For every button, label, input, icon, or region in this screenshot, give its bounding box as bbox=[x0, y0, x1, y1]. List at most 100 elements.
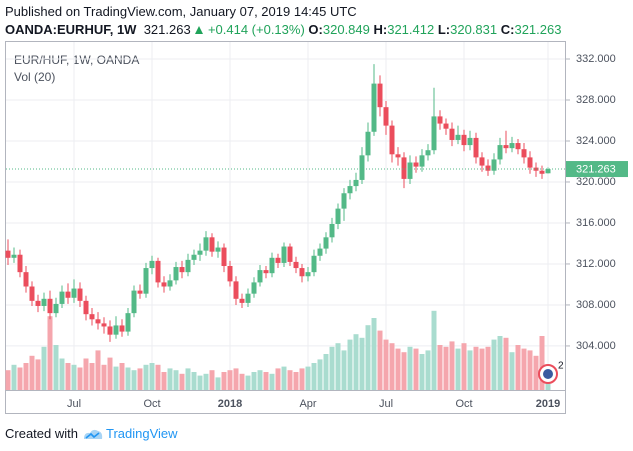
candle-body bbox=[89, 314, 95, 320]
volume-bar bbox=[29, 355, 35, 390]
volume-bar bbox=[485, 346, 491, 390]
candle-body bbox=[161, 282, 167, 287]
candle-body bbox=[77, 288, 83, 301]
ohlc-line: OANDA:EURHUF, 1W 321.263 +0.414 (+0.13%)… bbox=[5, 22, 561, 37]
x-tick-label: Apr bbox=[299, 398, 316, 410]
volume-bar bbox=[263, 372, 269, 390]
volume-bar bbox=[323, 354, 329, 390]
volume-bar bbox=[473, 346, 479, 390]
candle-body bbox=[323, 237, 329, 249]
candle-body bbox=[395, 154, 401, 158]
candle-body bbox=[209, 237, 215, 252]
volume-bar bbox=[41, 346, 47, 390]
candle-body bbox=[29, 286, 35, 301]
candle-body bbox=[107, 326, 113, 335]
candle-body bbox=[83, 300, 89, 315]
volume-bar bbox=[305, 366, 311, 390]
candle-body bbox=[95, 319, 101, 324]
volume-bar bbox=[173, 370, 179, 390]
candle-body bbox=[383, 107, 389, 126]
volume-bar bbox=[77, 367, 83, 390]
candle-body bbox=[251, 282, 257, 294]
volume-bar bbox=[527, 350, 533, 390]
volume-bar bbox=[413, 348, 419, 390]
chart-title: EUR/HUF, 1W, OANDA bbox=[14, 53, 139, 67]
low-value: 320.831 bbox=[450, 22, 498, 37]
y-tick-label: 332.000 bbox=[576, 53, 616, 65]
volume-bar bbox=[407, 346, 413, 390]
candle-body bbox=[461, 134, 467, 146]
x-tick-label: Jul bbox=[379, 398, 393, 410]
volume-bar bbox=[311, 363, 317, 390]
y-tick-label: 308.000 bbox=[576, 299, 616, 311]
footer: Created with TradingView bbox=[5, 426, 178, 441]
candle-body bbox=[131, 290, 137, 314]
volume-bar bbox=[425, 350, 431, 390]
volume-bar bbox=[251, 372, 257, 390]
volume-bar bbox=[101, 364, 107, 390]
volume-bar bbox=[461, 343, 467, 390]
volume-bar bbox=[95, 350, 101, 390]
candle-body bbox=[527, 157, 533, 168]
x-tick-label: Oct bbox=[143, 398, 160, 410]
candle-body bbox=[71, 288, 77, 298]
candle-body bbox=[233, 281, 239, 299]
volume-bar bbox=[269, 373, 275, 390]
candle-body bbox=[101, 323, 107, 327]
volume-bar bbox=[47, 316, 53, 390]
candle-body bbox=[275, 257, 281, 263]
candle-body bbox=[47, 298, 53, 314]
volume-bar bbox=[437, 345, 443, 390]
volume-bar bbox=[257, 370, 263, 390]
volume-bar bbox=[149, 363, 155, 390]
x-tick-label: Oct bbox=[455, 398, 472, 410]
candle-body bbox=[539, 170, 545, 174]
created-with: Created with bbox=[5, 426, 78, 441]
candle-body bbox=[119, 325, 125, 332]
volume-bar bbox=[137, 368, 143, 390]
volume-bar bbox=[353, 334, 359, 390]
x-tick-label: Jul bbox=[67, 398, 81, 410]
volume-bar bbox=[191, 372, 197, 390]
candle-body bbox=[203, 237, 209, 251]
candle-body bbox=[215, 247, 221, 252]
candle-body bbox=[377, 83, 383, 108]
plot-border bbox=[5, 41, 566, 414]
volume-bar bbox=[509, 352, 515, 390]
candle-body bbox=[485, 165, 491, 171]
candle-body bbox=[467, 137, 473, 146]
volume-bar bbox=[71, 364, 77, 390]
open-label: O: bbox=[308, 22, 323, 37]
volume-bar bbox=[431, 310, 437, 390]
logo bbox=[83, 429, 103, 439]
candle-body bbox=[311, 255, 317, 273]
badge-inner bbox=[543, 369, 553, 379]
candle-body bbox=[263, 270, 269, 274]
grid bbox=[6, 42, 565, 390]
volume-bar bbox=[89, 363, 95, 390]
candle-body bbox=[287, 246, 293, 262]
volume-bar bbox=[209, 370, 215, 390]
volume-bar bbox=[383, 339, 389, 390]
candle-body bbox=[227, 266, 233, 282]
candle-body bbox=[431, 116, 437, 151]
candle-body bbox=[455, 134, 461, 140]
volume-bar bbox=[533, 355, 539, 390]
candle-body bbox=[341, 193, 347, 209]
volume-bar bbox=[449, 341, 455, 390]
candle-body bbox=[317, 248, 323, 256]
candle-body bbox=[65, 291, 71, 298]
candle-body bbox=[473, 137, 479, 158]
candle-body bbox=[281, 246, 287, 263]
candle-body bbox=[365, 131, 371, 156]
volume-bar bbox=[377, 330, 383, 390]
candle-body bbox=[269, 257, 275, 274]
candle-body bbox=[125, 313, 131, 332]
y-tick-label: 320.000 bbox=[576, 176, 616, 188]
candle-body bbox=[173, 267, 179, 281]
volume-bar bbox=[83, 358, 89, 390]
candle-body bbox=[545, 169, 551, 174]
volume-bar bbox=[347, 339, 353, 390]
volume-bar bbox=[125, 367, 131, 390]
volume-bar bbox=[107, 357, 113, 390]
